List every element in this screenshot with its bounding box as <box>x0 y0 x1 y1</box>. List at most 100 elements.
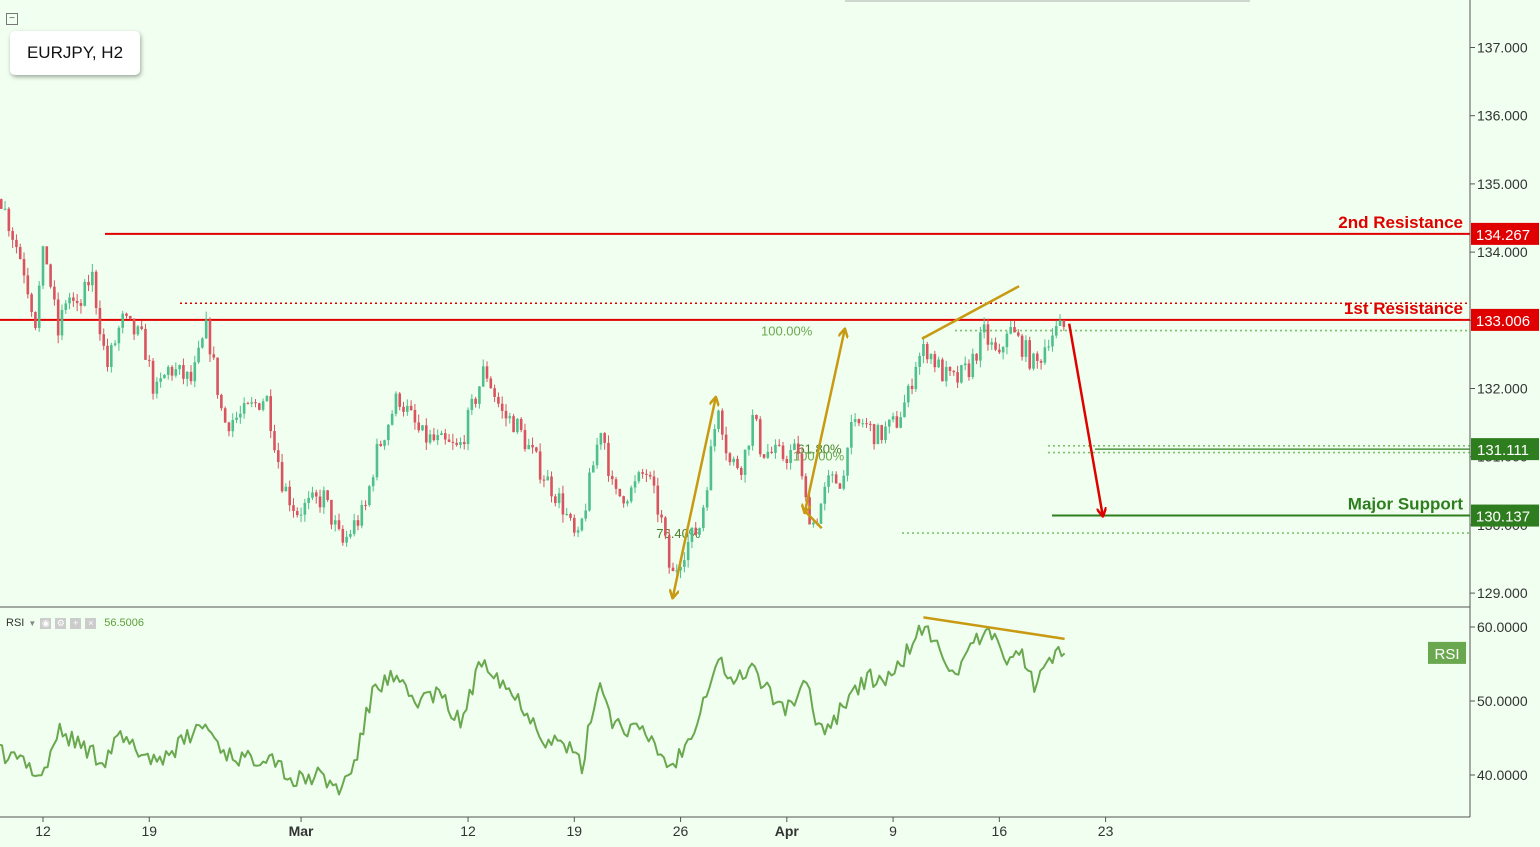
candle-up <box>110 345 113 367</box>
close-icon[interactable]: × <box>85 617 97 629</box>
candle-up <box>64 303 68 310</box>
candle-up <box>793 443 796 450</box>
candle-down <box>614 479 618 489</box>
candle-down <box>254 402 257 404</box>
candle-up <box>1058 320 1062 326</box>
price-tick-label: 136.000 <box>1477 108 1528 124</box>
candle-up <box>37 285 41 328</box>
candle-down <box>736 458 739 468</box>
candle-down <box>22 259 26 276</box>
candle-down <box>409 405 413 410</box>
candle-up <box>565 513 569 515</box>
candle-up <box>239 413 242 418</box>
candle-down <box>781 445 785 460</box>
candle-down <box>500 403 504 411</box>
price-tick-label: 132.000 <box>1477 381 1528 397</box>
candle-up <box>918 355 921 367</box>
dropdown-icon[interactable]: ▼ <box>28 618 37 628</box>
candle-up <box>971 353 975 378</box>
time-tick-label: 19 <box>141 823 157 839</box>
candle-up <box>690 527 694 542</box>
candle-up <box>584 510 587 519</box>
candle-down <box>641 472 644 474</box>
candle-down <box>933 354 937 368</box>
candle-down <box>341 528 345 543</box>
candle-up <box>599 433 603 445</box>
time-tick-label: 16 <box>992 823 1008 839</box>
gear-icon[interactable]: ⚙ <box>55 617 67 629</box>
candle-up <box>580 518 584 531</box>
candle-down <box>721 410 724 435</box>
candle-down <box>474 398 477 404</box>
candle-down <box>535 447 538 452</box>
first-resistance-tag-label: 133.006 <box>1476 313 1530 330</box>
candle-up <box>466 409 470 445</box>
candle-up <box>428 434 432 443</box>
candle-down <box>87 282 90 286</box>
candle-up <box>979 332 982 361</box>
candle-down <box>432 434 436 441</box>
candle-up <box>595 444 599 466</box>
candle-up <box>914 366 918 390</box>
candle-down <box>758 419 762 455</box>
candle-down <box>364 504 367 506</box>
price-tick-label: 135.000 <box>1477 176 1528 192</box>
candle-up <box>884 426 887 440</box>
time-tick-label: Apr <box>775 823 800 839</box>
rsi-title: RSI <box>6 617 25 629</box>
candle-down <box>443 433 447 440</box>
candle-up <box>588 472 591 511</box>
fib-label: 100.00% <box>793 448 845 463</box>
candle-down <box>147 359 151 361</box>
candle-down <box>170 366 174 376</box>
fib-label: 76.40% <box>656 526 701 541</box>
candle-up <box>360 504 364 526</box>
candle-up <box>827 475 830 487</box>
candle-up <box>121 313 124 328</box>
candle-down <box>128 315 132 319</box>
candle-down <box>273 431 276 451</box>
candle-up <box>371 477 375 487</box>
candle-up <box>823 486 827 504</box>
major-support-tag <box>1471 504 1539 527</box>
candle-down <box>18 247 22 260</box>
eye-icon[interactable]: ◉ <box>40 617 52 629</box>
candle-up <box>591 465 595 473</box>
candle-down <box>872 424 876 445</box>
candle-up <box>394 393 398 414</box>
candle-up <box>265 396 269 402</box>
candle-down <box>1013 327 1016 333</box>
candle-up <box>686 541 690 561</box>
candle-up <box>83 282 87 306</box>
candle-down <box>660 514 663 518</box>
candle-down <box>455 442 458 445</box>
candle-down <box>610 475 614 480</box>
candle-down <box>739 467 743 475</box>
candle-down <box>569 513 572 518</box>
candle-down <box>269 396 272 432</box>
rsi-line <box>0 624 1066 796</box>
candle-down <box>34 312 37 328</box>
candle-up <box>440 433 443 436</box>
candle-down <box>223 408 227 423</box>
candle-up <box>944 366 948 382</box>
candle-up <box>333 520 337 525</box>
candle-up <box>846 447 849 476</box>
candle-up <box>717 410 720 430</box>
candle-down <box>948 366 952 371</box>
candle-up <box>903 402 906 418</box>
candle-up <box>751 414 754 446</box>
candle-down <box>45 246 49 265</box>
plus-icon[interactable]: + <box>70 617 82 629</box>
candle-up <box>204 319 208 339</box>
collapse-button[interactable]: − <box>6 13 18 25</box>
rsi-pane: RSI <box>0 616 1466 796</box>
candle-up <box>982 324 986 333</box>
symbol-label[interactable]: EURJPY, H2 <box>10 31 140 75</box>
candle-up <box>698 528 701 535</box>
candle-down <box>462 442 466 445</box>
candle-down <box>356 520 360 526</box>
candle-down <box>0 199 3 209</box>
candle-up <box>637 472 641 482</box>
